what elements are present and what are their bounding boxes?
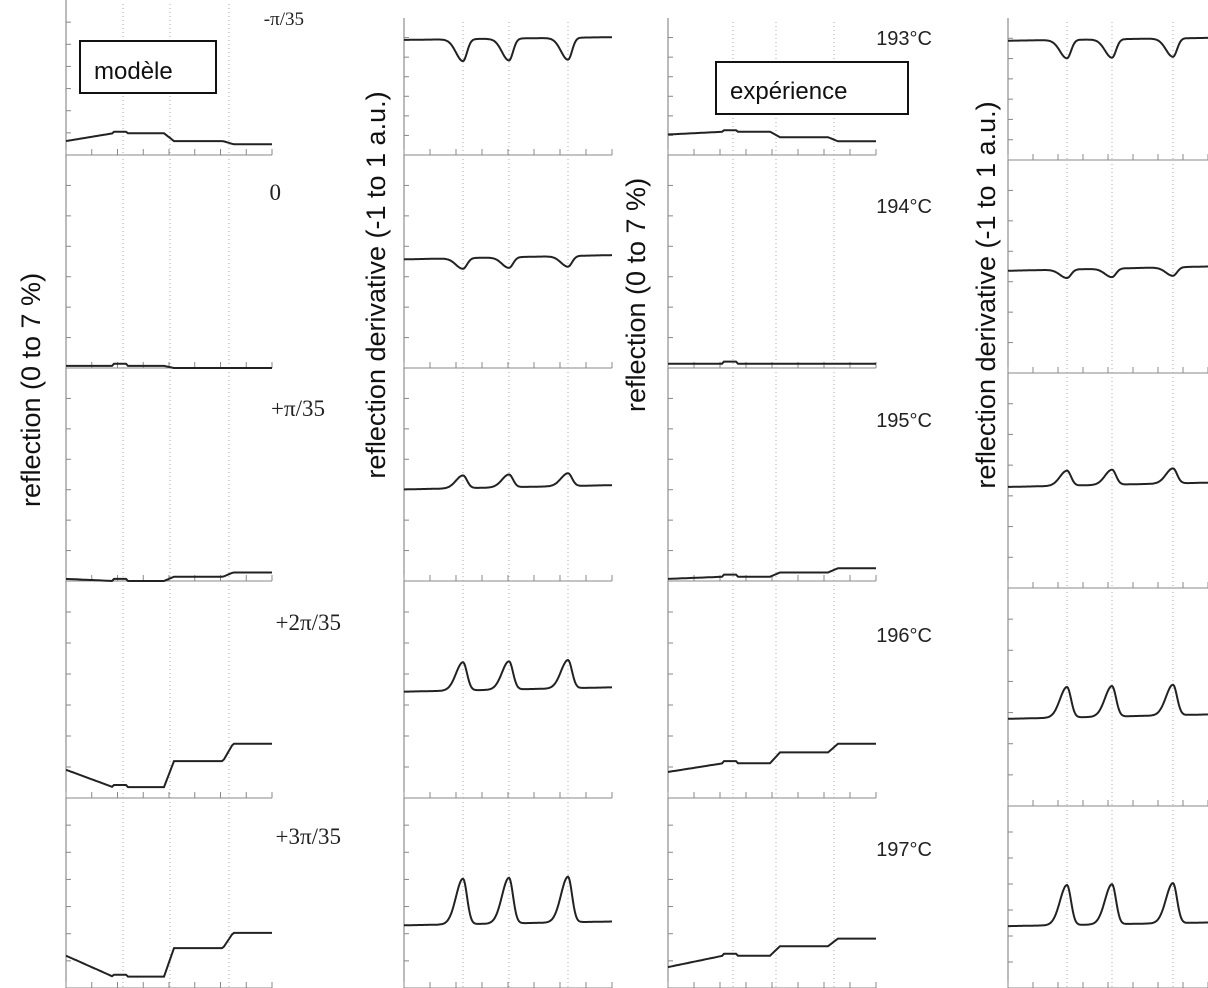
series-line-col1-panel4: [65, 742, 272, 789]
ylabel-col2: reflection derivative (-1 to 1 a.u.): [361, 91, 391, 478]
series-line-col4-panel1: [1008, 36, 1208, 60]
series-line-col1-panel1: [65, 130, 272, 146]
ylabel-col1: reflection (0 to 7 %): [16, 273, 46, 507]
series-line-col3-panel5: [667, 937, 876, 969]
series-line-col3-panel1: [668, 129, 876, 143]
series-line-col2-panel2: [403, 254, 612, 270]
series-line-col3-panel2: [668, 360, 876, 365]
series-line-col2-panel4: [403, 658, 613, 693]
series-line-col1-panel2: [66, 362, 272, 369]
panel-label-model-4: +2π/35: [276, 610, 341, 635]
panel-label-model-1: -π/35: [264, 9, 304, 30]
panel-label-exp-1: 193°C: [876, 28, 932, 50]
legend-model-label: modèle: [94, 58, 173, 85]
series-line-col4-panel4: [1008, 683, 1208, 720]
axes-layer: [65, 0, 1208, 988]
panel-label-model-5: +3π/35: [276, 824, 341, 849]
panel-label-exp-3: 195°C: [876, 410, 932, 432]
series-line-col1-panel5: [65, 931, 272, 978]
legend-box-model: [79, 40, 217, 94]
series-line-col2-panel1: [404, 36, 612, 63]
ylabel-col3: reflection (0 to 7 %): [621, 178, 651, 412]
series-line-col2-panel5: [404, 875, 612, 927]
panel-label-exp-2: 194°C: [876, 196, 932, 218]
series-line-col2-panel3: [404, 472, 613, 491]
series-line-col1-panel3: [65, 571, 272, 583]
legend-box-experience: [715, 61, 909, 115]
panel-label-exp-4: 196°C: [876, 625, 932, 647]
panel-label-model-2: 0: [270, 180, 282, 205]
series-line-col4-panel2: [1007, 265, 1208, 279]
series-line-col3-panel3: [667, 567, 876, 580]
panel-label-model-3: +π/35: [271, 396, 325, 421]
series-line-col4-panel3: [1008, 467, 1208, 488]
curves-layer: [65, 36, 1208, 978]
legend-experience-label: expérience: [730, 78, 847, 105]
series-line-col4-panel5: [1008, 881, 1208, 928]
ylabel-col4: reflection derivative (-1 to 1 a.u.): [971, 101, 1001, 488]
panel-label-exp-5: 197°C: [876, 839, 932, 861]
series-line-col3-panel4: [667, 742, 876, 773]
